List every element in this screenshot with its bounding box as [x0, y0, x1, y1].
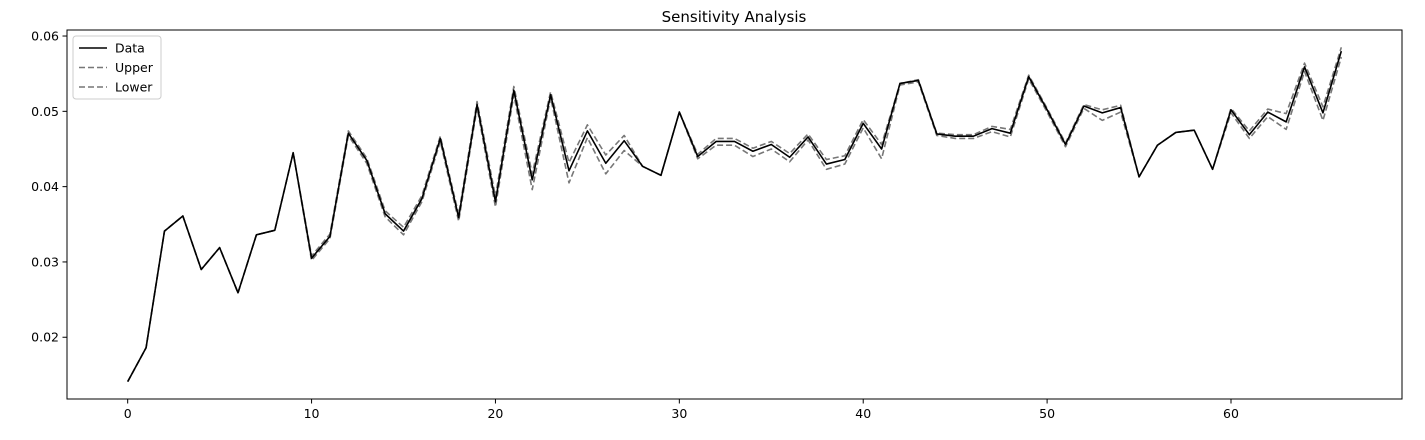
- x-tick-label: 50: [1039, 406, 1055, 421]
- y-tick-label: 0.06: [31, 29, 59, 44]
- x-tick-label: 30: [671, 406, 687, 421]
- legend-label-lower: Lower: [115, 80, 153, 95]
- y-tick-label: 0.05: [31, 104, 59, 119]
- plot-layer: [126, 47, 1343, 383]
- legend-box: [72, 35, 162, 100]
- y-tick-label: 0.03: [31, 254, 59, 269]
- y-tick-label: 0.04: [31, 179, 59, 194]
- x-tick-label: 60: [1223, 406, 1239, 421]
- x-tick-label: 20: [487, 406, 503, 421]
- x-axis: 0 10 20 30 40 50 60: [124, 399, 1239, 421]
- x-tick-label: 10: [304, 406, 320, 421]
- series-line-data: [126, 50, 1343, 383]
- plot-area-frame: [66, 29, 1403, 400]
- chart-title: Sensitivity Analysis: [662, 8, 807, 26]
- y-tick-label: 0.02: [31, 330, 59, 345]
- x-tick-label: 40: [855, 406, 871, 421]
- legend-label-upper: Upper: [115, 60, 154, 75]
- legend-label-data: Data: [115, 41, 145, 56]
- x-tick-label: 0: [124, 406, 132, 421]
- y-axis: 0.02 0.03 0.04 0.05 0.06: [31, 29, 67, 345]
- legend: Data Upper Lower: [72, 35, 162, 100]
